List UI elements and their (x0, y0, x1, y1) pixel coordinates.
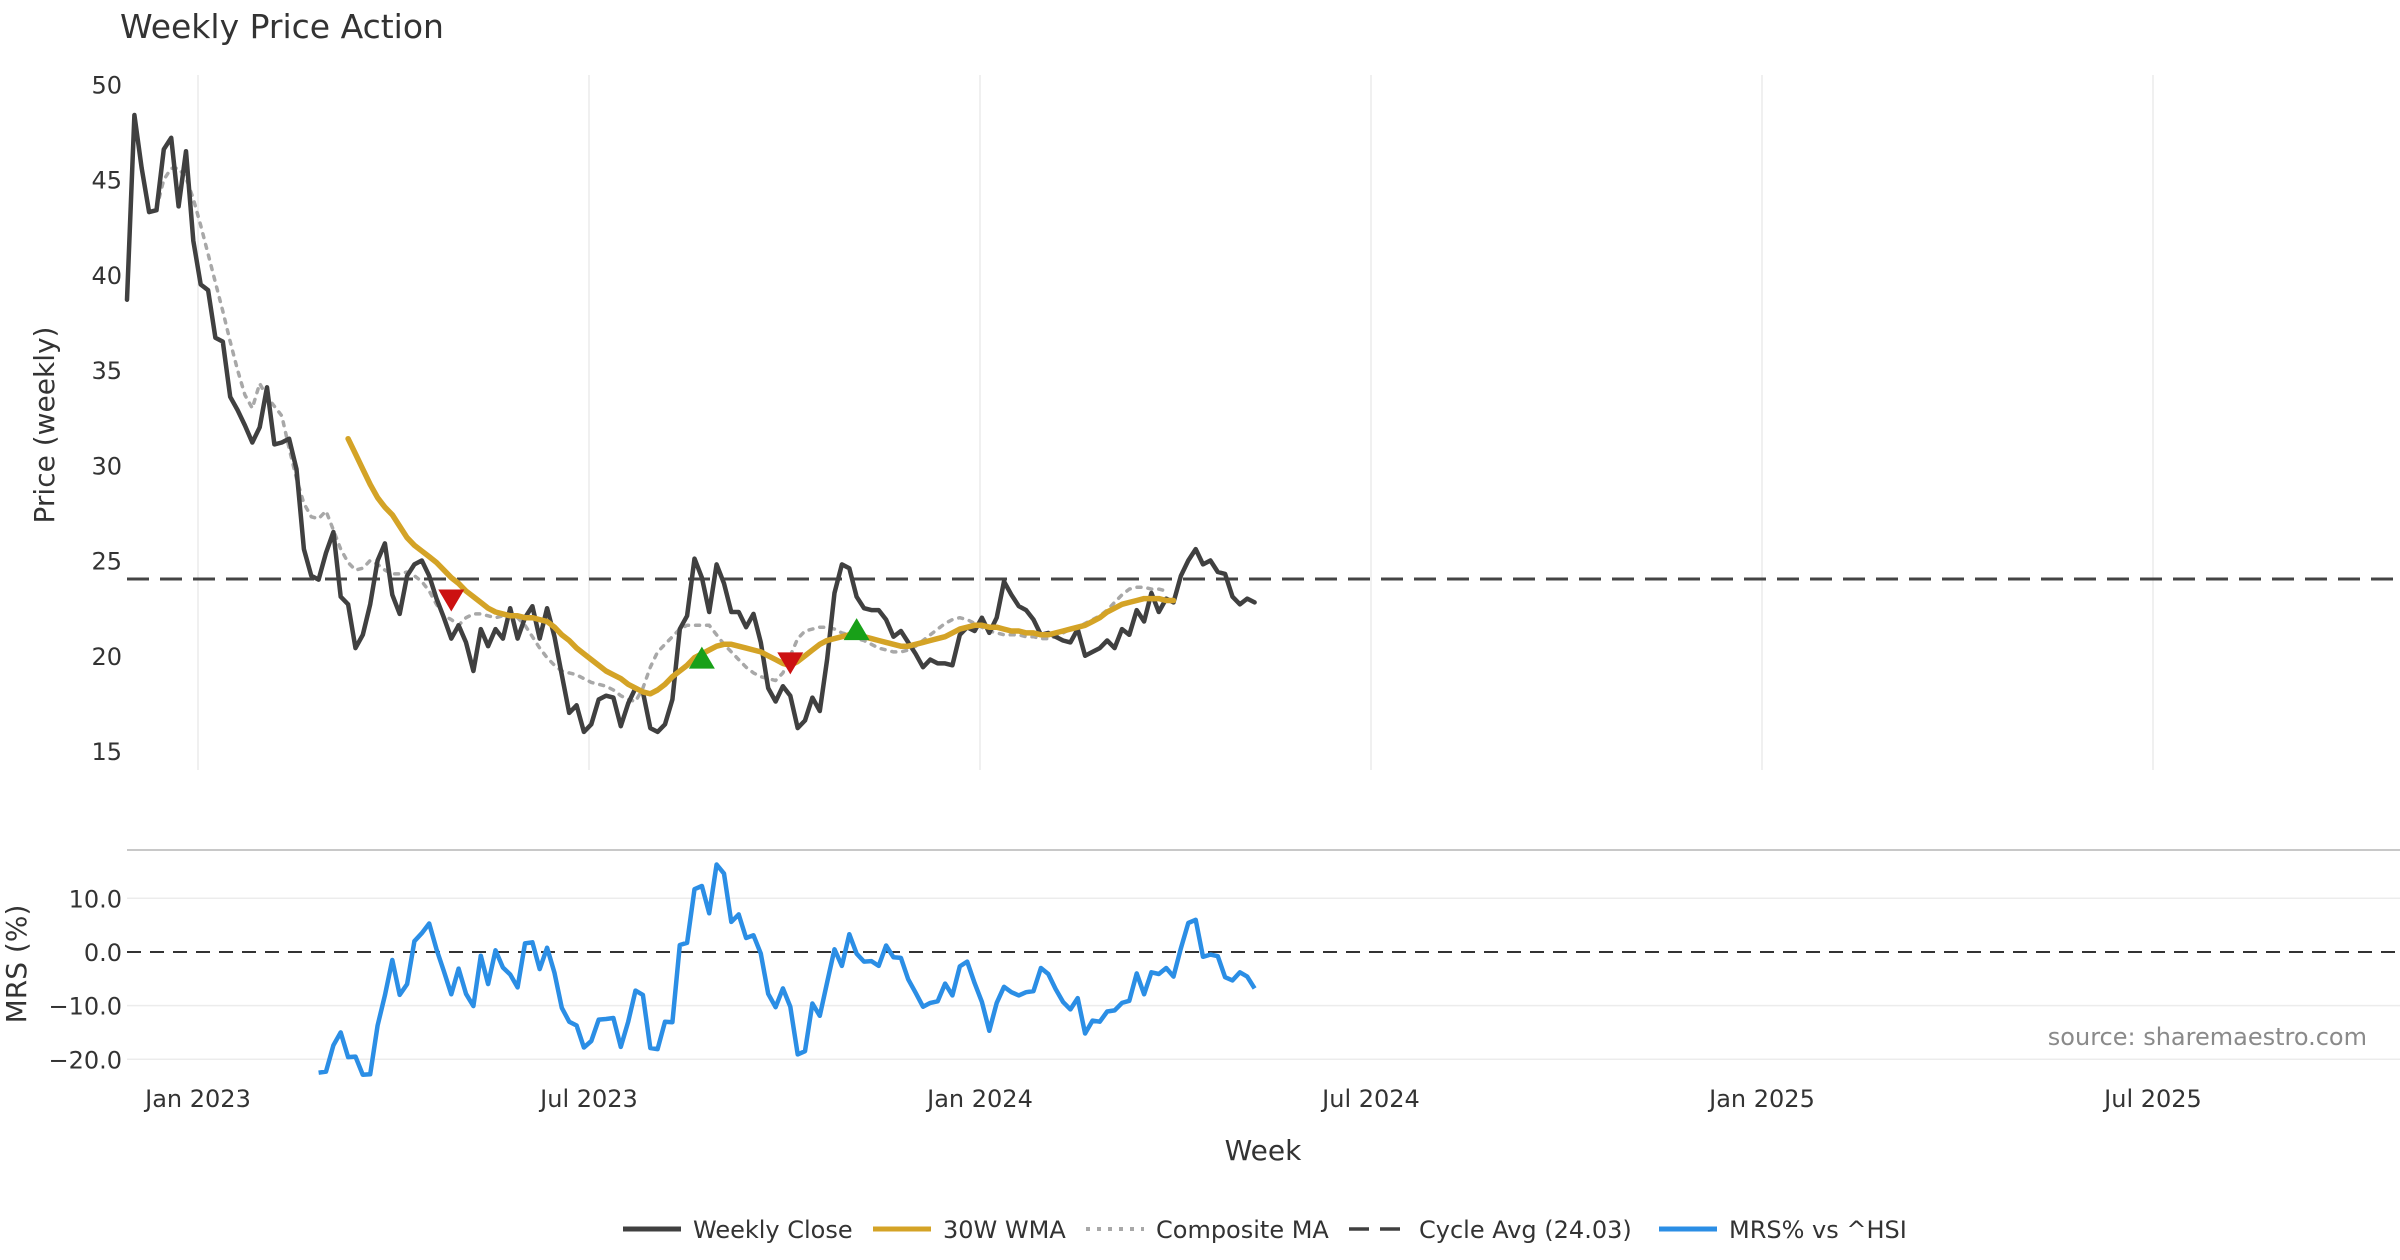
legend-label: Composite MA (1156, 1216, 1329, 1244)
sell-signal-marker (438, 589, 465, 612)
price-y-tick-label: 40 (91, 262, 122, 290)
price-y-tick-label: 45 (91, 167, 122, 195)
composite-ma-line (154, 166, 1168, 704)
mrs-axis-title: MRS (%) (0, 905, 33, 1024)
legend-label: Cycle Avg (24.03) (1419, 1216, 1632, 1244)
price-y-tick-label: 30 (91, 452, 122, 480)
legend[interactable]: Weekly Close 30W WMA Composite MA Cycle Avg… (623, 1216, 1907, 1244)
mrs-y-tick-label: −20.0 (48, 1046, 122, 1074)
legend-label: Weekly Close (693, 1216, 853, 1244)
weekly-close-line (124, 112, 1257, 735)
price-y-tick-label: 50 (91, 72, 122, 100)
wma-30w-line (345, 435, 1177, 697)
axis-ticks: Jan 2023 Jul 2023 Jan 2024 Jul 2024 Jan 2025… (48, 72, 2201, 1113)
x-axis-title: Week (1225, 1134, 1302, 1167)
sell-signal-marker (777, 652, 804, 675)
buy-signal-marker (843, 618, 870, 641)
source-label: source: sharemaestro.com (2048, 1023, 2367, 1051)
legend-label: 30W WMA (943, 1216, 1066, 1244)
x-tick-label: Jul 2025 (2102, 1085, 2202, 1113)
price-y-tick-label: 20 (91, 643, 122, 671)
mrs-panel (127, 862, 2400, 1078)
price-panel (124, 112, 2400, 735)
legend-label: MRS% vs ^HSI (1729, 1216, 1907, 1244)
mrs-line (318, 862, 1257, 1078)
price-y-tick-label: 15 (91, 738, 122, 766)
price-axis-title: Price (weekly) (28, 327, 61, 524)
mrs-y-tick-label: 10.0 (69, 885, 122, 913)
x-tick-label: Jan 2025 (1707, 1085, 1815, 1113)
chart-title: Weekly Price Action (120, 7, 444, 46)
mrs-y-tick-label: −10.0 (48, 993, 122, 1021)
x-tick-label: Jan 2023 (143, 1085, 251, 1113)
price-y-tick-label: 25 (91, 548, 122, 576)
buy-signal-marker (688, 646, 715, 669)
x-tick-label: Jan 2024 (925, 1085, 1033, 1113)
x-tick-label: Jul 2024 (1320, 1085, 1420, 1113)
grid (127, 75, 2400, 1061)
x-tick-label: Jul 2023 (538, 1085, 638, 1113)
mrs-y-tick-label: 0.0 (84, 939, 122, 967)
price-y-tick-label: 35 (91, 357, 122, 385)
